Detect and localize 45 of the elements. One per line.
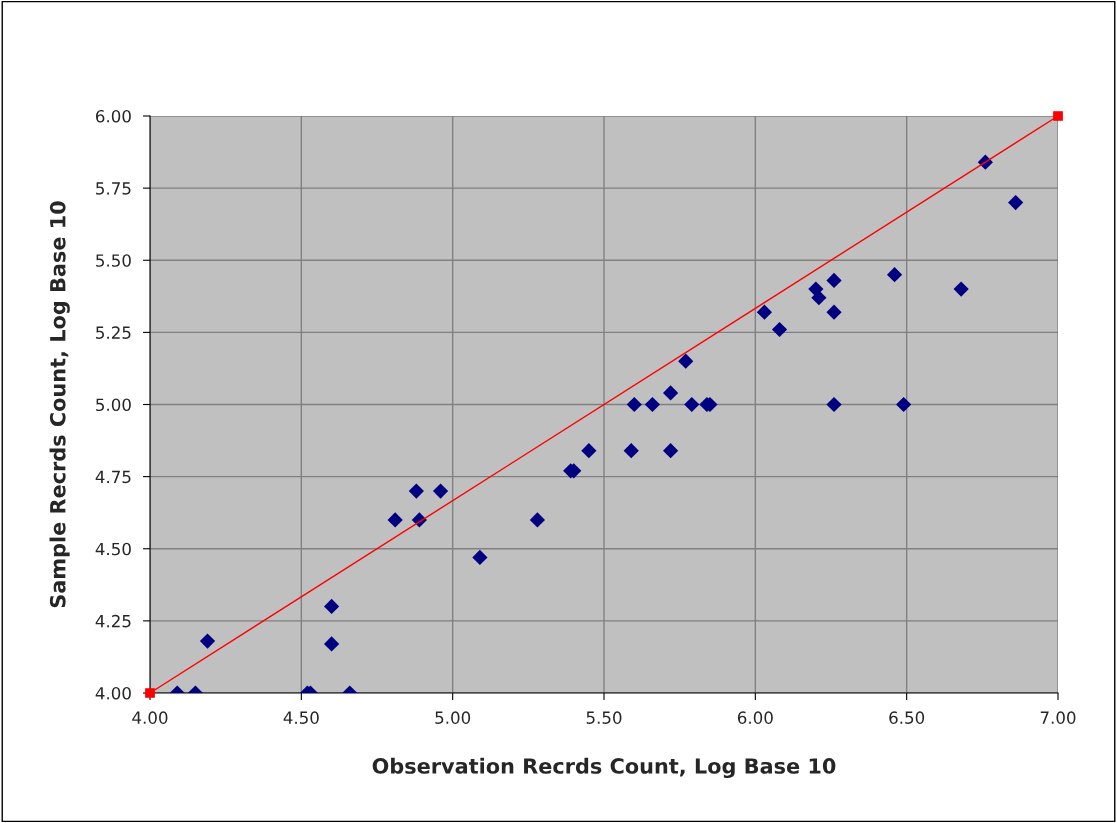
point <box>581 443 597 459</box>
point <box>432 483 449 499</box>
point <box>826 396 842 413</box>
x-tick-label: 7.00 <box>1040 711 1076 724</box>
y-tick-label: 4.75 <box>95 470 131 484</box>
y-tick-label: 4.50 <box>95 542 131 556</box>
point <box>662 385 679 401</box>
point <box>896 396 912 413</box>
point <box>811 290 827 306</box>
x-axis-title: Observation Recrds Count, Log Base 10 <box>372 757 836 779</box>
point <box>953 281 969 297</box>
x-tick-label: 6.00 <box>737 711 773 724</box>
x-tick-label: 4.00 <box>132 711 168 724</box>
point <box>472 549 488 566</box>
point <box>886 267 903 283</box>
point <box>1008 194 1024 211</box>
point <box>684 396 700 413</box>
y-tick-label: 5.00 <box>96 398 131 412</box>
y-tick-label: 6.00 <box>96 109 131 123</box>
y-tick-label: 4.25 <box>95 614 131 628</box>
x-tick-label: 6.50 <box>889 711 925 724</box>
y-tick-label: 4.00 <box>95 686 131 700</box>
y-tick-label: 5.25 <box>96 326 131 339</box>
x-tick-label: 4.50 <box>283 711 319 724</box>
point <box>678 353 694 369</box>
x-tick-label: 5.00 <box>435 711 471 724</box>
point <box>323 598 340 615</box>
y-axis-title: Sample Recrds Count, Log Base 10 <box>49 201 70 608</box>
point <box>323 636 340 652</box>
point <box>662 443 679 459</box>
point <box>529 512 546 528</box>
point <box>826 304 842 320</box>
point <box>771 321 788 338</box>
y-tick-label: 5.50 <box>96 254 131 267</box>
point <box>387 512 403 528</box>
point <box>826 272 842 289</box>
x-tick-label: 5.50 <box>586 711 622 724</box>
y-tick-label: 5.75 <box>96 182 131 195</box>
point <box>1053 111 1063 121</box>
point <box>408 483 424 499</box>
point <box>623 443 639 459</box>
point <box>644 396 661 413</box>
point <box>626 396 642 413</box>
point <box>199 633 216 649</box>
point <box>756 304 773 320</box>
